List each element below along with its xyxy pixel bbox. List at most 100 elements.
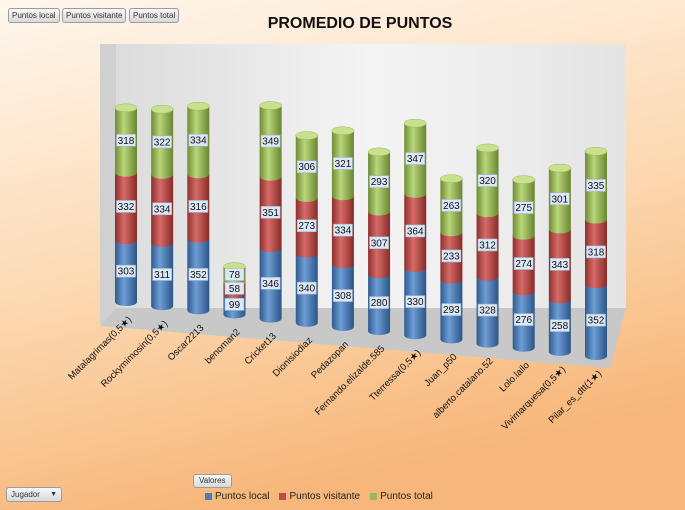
jugador-filter-label: Jugador <box>11 490 40 499</box>
data-label-box <box>586 245 606 259</box>
data-label-box <box>333 289 353 302</box>
data-label-box <box>224 298 245 311</box>
data-label-total: 293 <box>369 175 389 188</box>
data-label-box <box>441 303 462 316</box>
data-label-total: 306 <box>296 160 317 173</box>
data-label-local: 311 <box>152 268 172 281</box>
data-label-total: 301 <box>550 192 570 206</box>
data-label-local: 340 <box>296 281 317 295</box>
data-label-value: 78 <box>229 270 241 281</box>
bar-top-cap <box>548 163 572 173</box>
data-label-value: 340 <box>298 284 315 295</box>
data-label-value: 280 <box>371 298 388 309</box>
data-label-box <box>405 295 426 308</box>
data-label-box <box>477 238 498 252</box>
legend-swatch-total <box>370 493 378 500</box>
data-label-value: 334 <box>154 204 171 215</box>
data-label-box <box>224 282 245 295</box>
chart-side-wall <box>100 44 116 326</box>
field-button-puntos-total[interactable]: Puntos total <box>129 8 180 23</box>
data-label-box <box>260 277 281 290</box>
data-label-box <box>477 174 498 187</box>
data-label-box <box>405 152 426 165</box>
legend-item-puntos-local: Puntos local <box>205 491 269 502</box>
data-label-value: 301 <box>552 194 569 205</box>
bar-top-cap <box>150 104 174 114</box>
valores-field-button[interactable]: Valores <box>193 474 232 488</box>
bar-top-cap <box>114 103 138 113</box>
data-label-box <box>116 264 136 278</box>
data-label-value: 364 <box>407 226 424 237</box>
data-label-box <box>116 200 136 213</box>
legend-label-total: Puntos total <box>380 491 433 502</box>
data-label-value: 322 <box>154 137 171 148</box>
data-label-value: 263 <box>443 201 460 212</box>
data-label-visitante: 273 <box>296 219 317 232</box>
data-label-value: 233 <box>443 251 460 262</box>
data-label-local: 99 <box>224 298 245 311</box>
data-label-box <box>152 268 172 281</box>
data-label-value: 320 <box>479 176 496 187</box>
data-label-box <box>513 201 534 214</box>
data-label-box <box>513 313 534 326</box>
bar-top-cap <box>295 131 319 140</box>
legend-item-puntos-visitante: Puntos visitante <box>279 491 360 502</box>
data-label-visitante: 318 <box>586 245 606 259</box>
data-label-visitante: 316 <box>188 200 209 213</box>
data-label-value: 312 <box>479 240 496 251</box>
data-label-total: 321 <box>333 157 353 170</box>
data-label-value: 352 <box>190 270 207 281</box>
data-label-value: 347 <box>407 154 424 165</box>
legend-swatch-local <box>205 493 212 500</box>
data-label-total: 78 <box>224 268 245 281</box>
data-label-total: 335 <box>586 179 606 192</box>
data-label-local: 258 <box>550 319 570 332</box>
data-label-box <box>550 192 570 206</box>
data-label-value: 58 <box>229 284 241 295</box>
data-label-box <box>152 135 172 149</box>
bar-top-cap <box>512 175 535 184</box>
data-label-value: 321 <box>335 159 352 170</box>
data-label-local: 308 <box>333 289 353 302</box>
data-label-box <box>441 249 462 263</box>
field-button-puntos-local[interactable]: Puntos local <box>8 8 60 23</box>
field-button-puntos-visitante[interactable]: Puntos visitante <box>62 8 127 23</box>
data-label-visitante: 351 <box>260 206 281 219</box>
data-label-box <box>260 206 281 219</box>
bar-top-cap <box>584 147 608 156</box>
data-label-box <box>260 134 281 148</box>
data-label-value: 351 <box>262 208 279 219</box>
data-label-value: 346 <box>262 279 279 290</box>
data-label-value: 308 <box>335 291 352 302</box>
bar-top-cap <box>259 101 282 110</box>
data-label-visitante: 58 <box>224 282 245 295</box>
data-label-value: 306 <box>298 162 315 173</box>
data-label-value: 274 <box>515 259 532 270</box>
data-label-value: 303 <box>118 267 135 278</box>
data-label-local: 346 <box>260 277 281 290</box>
data-label-box <box>116 133 136 147</box>
data-label-local: 328 <box>477 303 498 317</box>
data-label-local: 330 <box>405 295 426 308</box>
data-label-visitante: 274 <box>513 257 534 270</box>
data-label-total: 349 <box>260 134 281 148</box>
data-label-total: 263 <box>441 199 462 212</box>
jugador-filter-button[interactable]: Jugador ▼ <box>6 487 62 502</box>
data-label-total: 318 <box>116 133 136 147</box>
data-label-local: 352 <box>188 268 209 281</box>
data-label-total: 320 <box>477 174 498 187</box>
legend-swatch-visitante <box>279 493 287 500</box>
data-label-total: 275 <box>513 201 534 214</box>
data-label-value: 276 <box>515 315 532 326</box>
data-label-local: 352 <box>586 313 606 327</box>
data-label-box <box>369 296 389 309</box>
data-label-box <box>333 157 353 170</box>
chart-title: PROMEDIO DE PUNTOS <box>268 15 453 32</box>
data-label-value: 293 <box>371 177 388 188</box>
data-label-local: 303 <box>116 264 136 278</box>
dropdown-arrow-icon: ▼ <box>50 491 57 498</box>
data-label-box <box>188 200 209 213</box>
data-label-total: 347 <box>405 152 426 165</box>
data-label-value: 343 <box>552 260 569 271</box>
data-label-local: 293 <box>441 303 462 316</box>
